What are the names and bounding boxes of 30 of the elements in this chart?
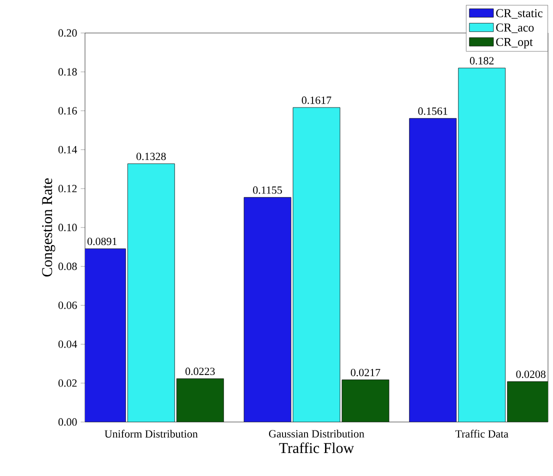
bar [458,68,506,422]
text: 0.20 [58,29,77,37]
data-label: 0.1617 [302,96,332,104]
text: 0.08 [58,262,77,270]
x-axis-title: Traffic Flow [279,442,354,454]
x-tick-label: Gaussian Distribution [269,430,364,438]
legend-label: CR_opt [496,38,533,48]
x-tick-label: Traffic Data [455,430,508,438]
data-label: 0.1155 [253,186,282,194]
data-label: 0.0217 [350,368,380,376]
x-tick-label: Uniform Distribution [104,430,198,438]
bar [292,107,340,422]
text: 0.14 [58,146,78,154]
data-label: 0.1561 [418,107,448,115]
text: 0.16 [58,107,77,115]
text: 0.10 [58,224,77,232]
text: 0.04 [58,340,78,348]
y-axis-title: Congestion Rate [42,178,56,276]
legend-label: CR_aco [496,24,534,34]
text: 0.00 [58,418,77,426]
data-label: 0.1328 [136,152,166,160]
text: 0.02 [58,379,77,387]
text: 0.12 [58,184,77,192]
data-label: 0.0891 [88,238,117,246]
text: 0.18 [58,68,77,76]
data-label: 0.182 [470,57,494,64]
data-label: 0.0223 [185,368,215,376]
text: 0.06 [58,302,77,310]
data-label: 0.0208 [516,370,546,378]
legend-label: CR_static [496,9,542,19]
